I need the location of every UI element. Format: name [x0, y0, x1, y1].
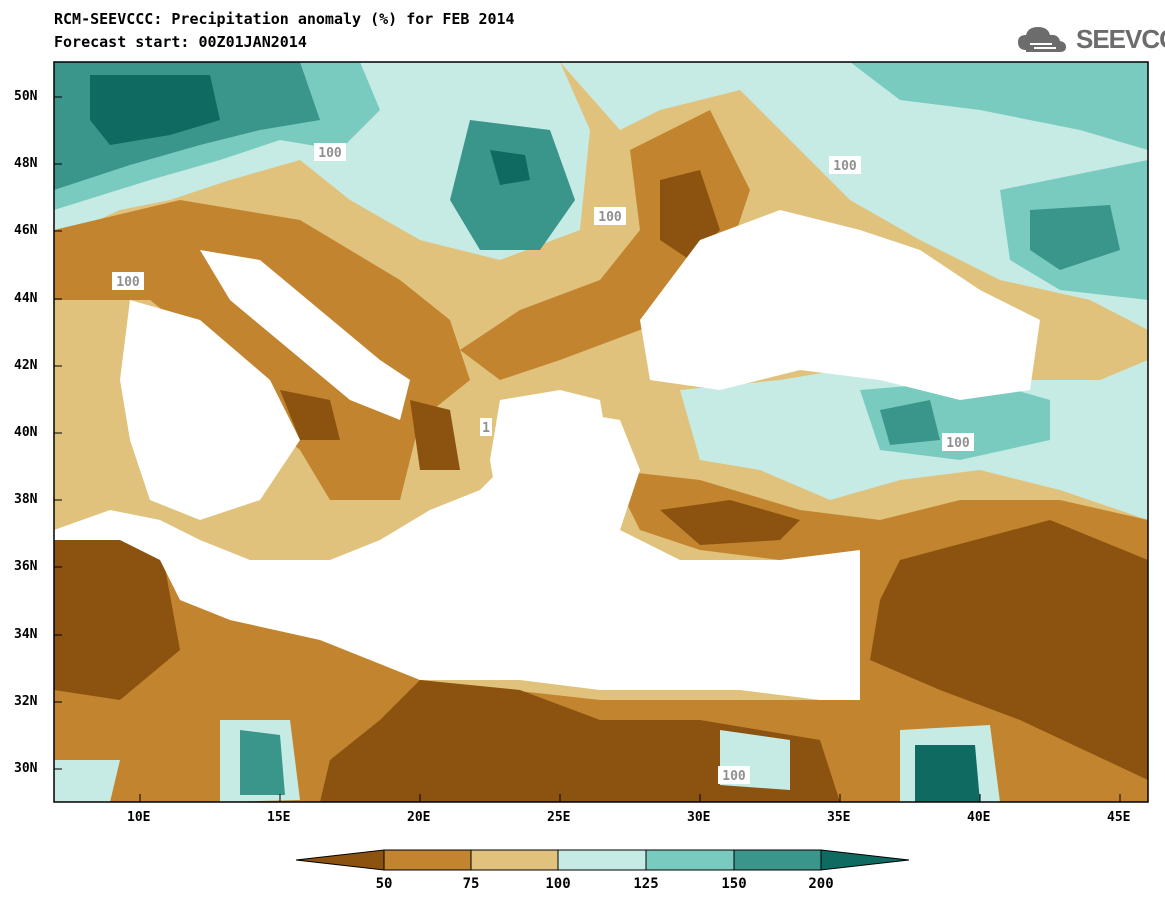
lat-label: 36N	[14, 559, 38, 574]
colorbar-125-150	[645, 849, 735, 871]
field-100-125	[54, 760, 120, 802]
colorbar-tick: 200	[808, 876, 834, 892]
mediterranean-sea	[54, 410, 860, 700]
colorbar-tick: 75	[462, 876, 480, 892]
field-gt200	[915, 745, 980, 802]
field-lt50	[660, 170, 720, 260]
map-frame	[53, 61, 1149, 803]
lon-label: 40E	[967, 810, 991, 825]
lat-label: 30N	[14, 761, 38, 776]
colorbar-tick: 125	[633, 876, 659, 892]
field-150-200	[1030, 205, 1120, 270]
cloud-icon	[1018, 27, 1066, 52]
lon-label: 45E	[1107, 810, 1131, 825]
field-lt50	[320, 680, 840, 802]
lon-label: 15E	[267, 810, 291, 825]
colorbar-tick: 100	[545, 876, 571, 892]
field-50-75	[54, 200, 470, 500]
contour-label: 100	[116, 275, 140, 290]
field-lt50	[280, 390, 340, 440]
lat-label: 42N	[14, 358, 38, 373]
black-sea	[640, 210, 1040, 400]
contour-label: 100	[318, 146, 342, 161]
colorbar-tick: 50	[375, 876, 393, 892]
field-lt50	[54, 530, 180, 700]
colorbar	[295, 849, 910, 871]
lat-label: 32N	[14, 694, 38, 709]
field-100-125	[560, 62, 1148, 330]
lat-label: 38N	[14, 492, 38, 507]
field-gt200	[490, 150, 530, 185]
lon-label: 25E	[547, 810, 571, 825]
map-title: RCM-SEEVCCC: Precipitation anomaly (%) f…	[54, 10, 515, 28]
field-125-150	[850, 62, 1148, 150]
contour-label: 100	[598, 210, 622, 225]
lon-label: 10E	[127, 810, 151, 825]
field-lt50	[870, 520, 1148, 780]
contour-label: 1	[482, 421, 490, 436]
colorbar-tick: 150	[721, 876, 747, 892]
contour-label: 100	[833, 159, 857, 174]
lon-label: 30E	[687, 810, 711, 825]
field-lt50	[410, 400, 460, 470]
lat-label: 46N	[14, 223, 38, 238]
colorbar-100-125	[557, 849, 647, 871]
field-150-200	[450, 120, 575, 250]
logo-text: SEEVCCC	[1076, 24, 1165, 54]
lat-label: 48N	[14, 156, 38, 171]
axis-ticks	[54, 96, 1121, 802]
contour-label: 100	[722, 769, 746, 784]
colorbar-gt200	[820, 849, 910, 871]
lat-label: 44N	[14, 291, 38, 306]
lat-label: 34N	[14, 627, 38, 642]
lon-label: 35E	[827, 810, 851, 825]
seevccc-logo: SEEVCCC	[1016, 22, 1165, 58]
field-gt200	[90, 75, 220, 145]
field-150-200	[880, 400, 940, 445]
lon-label: 20E	[407, 810, 431, 825]
colorbar-50-75	[383, 849, 472, 871]
tyrrhenian-sea	[120, 300, 300, 520]
aegean-sea	[490, 390, 610, 540]
lat-label: 50N	[14, 89, 38, 104]
colorbar-lt50	[295, 849, 385, 871]
contour-label: 100	[946, 436, 970, 451]
colorbar-75-100	[470, 849, 559, 871]
forecast-start-label: Forecast start: 00Z01JAN2014	[54, 33, 307, 51]
field-lt50	[660, 500, 800, 545]
colorbar-150-200	[733, 849, 822, 871]
field-150-200	[240, 730, 285, 795]
adriatic-sea	[200, 250, 410, 420]
contour-labels: 100 100 100 100 100 100 1	[112, 143, 974, 784]
lat-label: 40N	[14, 425, 38, 440]
map-field	[54, 62, 1148, 802]
